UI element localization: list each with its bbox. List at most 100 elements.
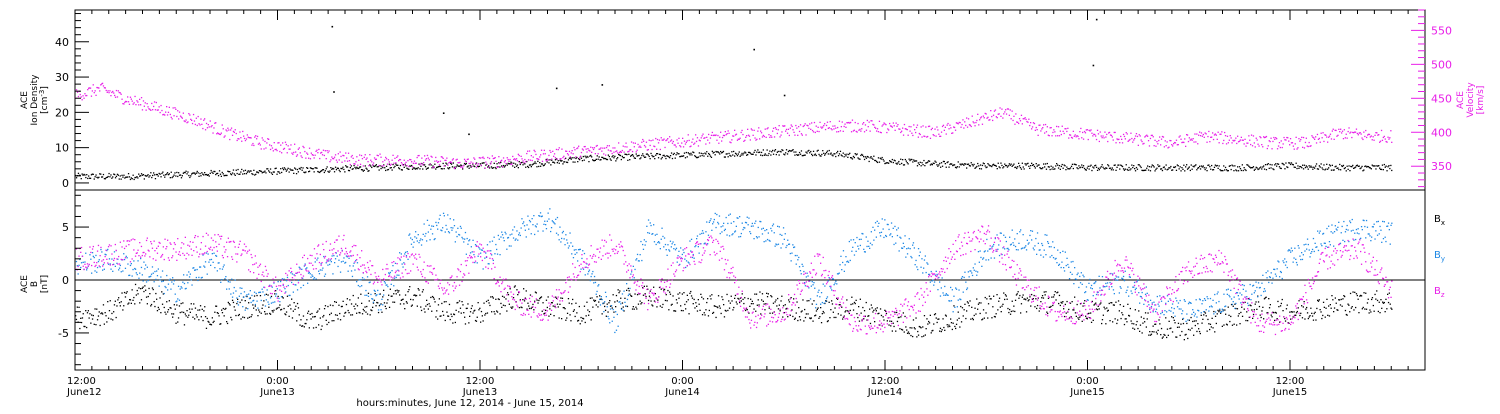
bx-point [978, 304, 979, 305]
velocity-point [108, 92, 109, 93]
bx-point [1020, 312, 1021, 313]
bx-point [750, 299, 751, 300]
bx-point [1124, 324, 1125, 325]
velocity-point [393, 163, 394, 164]
density-point [1036, 163, 1037, 164]
by-point [249, 298, 250, 299]
density-point [981, 168, 982, 169]
bx-point [1334, 307, 1335, 308]
velocity-point [609, 145, 610, 146]
by-point [291, 282, 292, 283]
velocity-point [170, 114, 171, 115]
velocity-point [237, 140, 238, 141]
velocity-point [602, 148, 603, 149]
bx-point [1054, 294, 1055, 295]
density-point [896, 164, 897, 165]
velocity-point [636, 151, 637, 152]
density-point [719, 153, 720, 154]
velocity-point [779, 125, 780, 126]
velocity-point [560, 158, 561, 159]
bx-point [830, 309, 831, 310]
density-point [1206, 167, 1207, 168]
by-point [505, 233, 506, 234]
density-point [233, 169, 234, 170]
by-point [548, 213, 549, 214]
velocity-point [1317, 134, 1318, 135]
bx-point [426, 300, 427, 301]
velocity-point [457, 159, 458, 160]
velocity-point [814, 122, 815, 123]
density-point [1071, 166, 1072, 167]
velocity-point [1112, 136, 1113, 137]
density-point [590, 155, 591, 156]
bx-point [771, 296, 772, 297]
density-point [1304, 165, 1305, 166]
bx-point [125, 296, 126, 297]
velocity-point [1230, 135, 1231, 136]
bx-point [677, 302, 678, 303]
velocity-point [142, 109, 143, 110]
velocity-point [340, 151, 341, 152]
bx-point [1170, 328, 1171, 329]
bx-point [1051, 297, 1052, 298]
velocity-point [774, 136, 775, 137]
bx-point [146, 297, 147, 298]
density-point [844, 156, 845, 157]
velocity-point [852, 120, 853, 121]
by-point [138, 278, 139, 279]
by-point [144, 268, 145, 269]
by-point [513, 237, 514, 238]
by-point [429, 225, 430, 226]
velocity-point [712, 132, 713, 133]
bx-point [766, 293, 767, 294]
bx-point [705, 309, 706, 310]
by-point [268, 304, 269, 305]
velocity-point [1272, 141, 1273, 142]
bx-point [79, 328, 80, 329]
by-point [94, 257, 95, 258]
bx-point [804, 309, 805, 310]
density-point [162, 172, 163, 173]
bx-point [688, 313, 689, 314]
by-point [251, 295, 252, 296]
velocity-point [324, 155, 325, 156]
bx-point [579, 306, 580, 307]
velocity-point [855, 122, 856, 123]
velocity-point [585, 146, 586, 147]
by-point [488, 263, 489, 264]
bx-point [1211, 326, 1212, 327]
velocity-point [389, 161, 390, 162]
bx-point [413, 299, 414, 300]
density-point [703, 155, 704, 156]
density-point [240, 171, 241, 172]
velocity-point [321, 152, 322, 153]
bx-point [1134, 329, 1135, 330]
velocity-point [384, 160, 385, 161]
bx-point [723, 304, 724, 305]
bx-point [984, 318, 985, 319]
velocity-point [382, 161, 383, 162]
velocity-point [881, 132, 882, 133]
velocity-point [1376, 132, 1377, 133]
density-point [678, 153, 679, 154]
bx-point [980, 313, 981, 314]
by-point [228, 281, 229, 282]
density-point [495, 168, 496, 169]
by-point [213, 253, 214, 254]
density-point [1175, 166, 1176, 167]
density-point [253, 170, 254, 171]
velocity-point [810, 129, 811, 130]
density-point [712, 151, 713, 152]
bx-point [862, 307, 863, 308]
bx-point [309, 327, 310, 328]
velocity-point [746, 135, 747, 136]
bx-point [364, 310, 365, 311]
by-point [89, 254, 90, 255]
bx-point [1280, 305, 1281, 306]
velocity-point [185, 121, 186, 122]
density-point [170, 177, 171, 178]
velocity-point [1348, 127, 1349, 128]
density-point [806, 152, 807, 153]
density-point [828, 153, 829, 154]
bx-point [1323, 302, 1324, 303]
